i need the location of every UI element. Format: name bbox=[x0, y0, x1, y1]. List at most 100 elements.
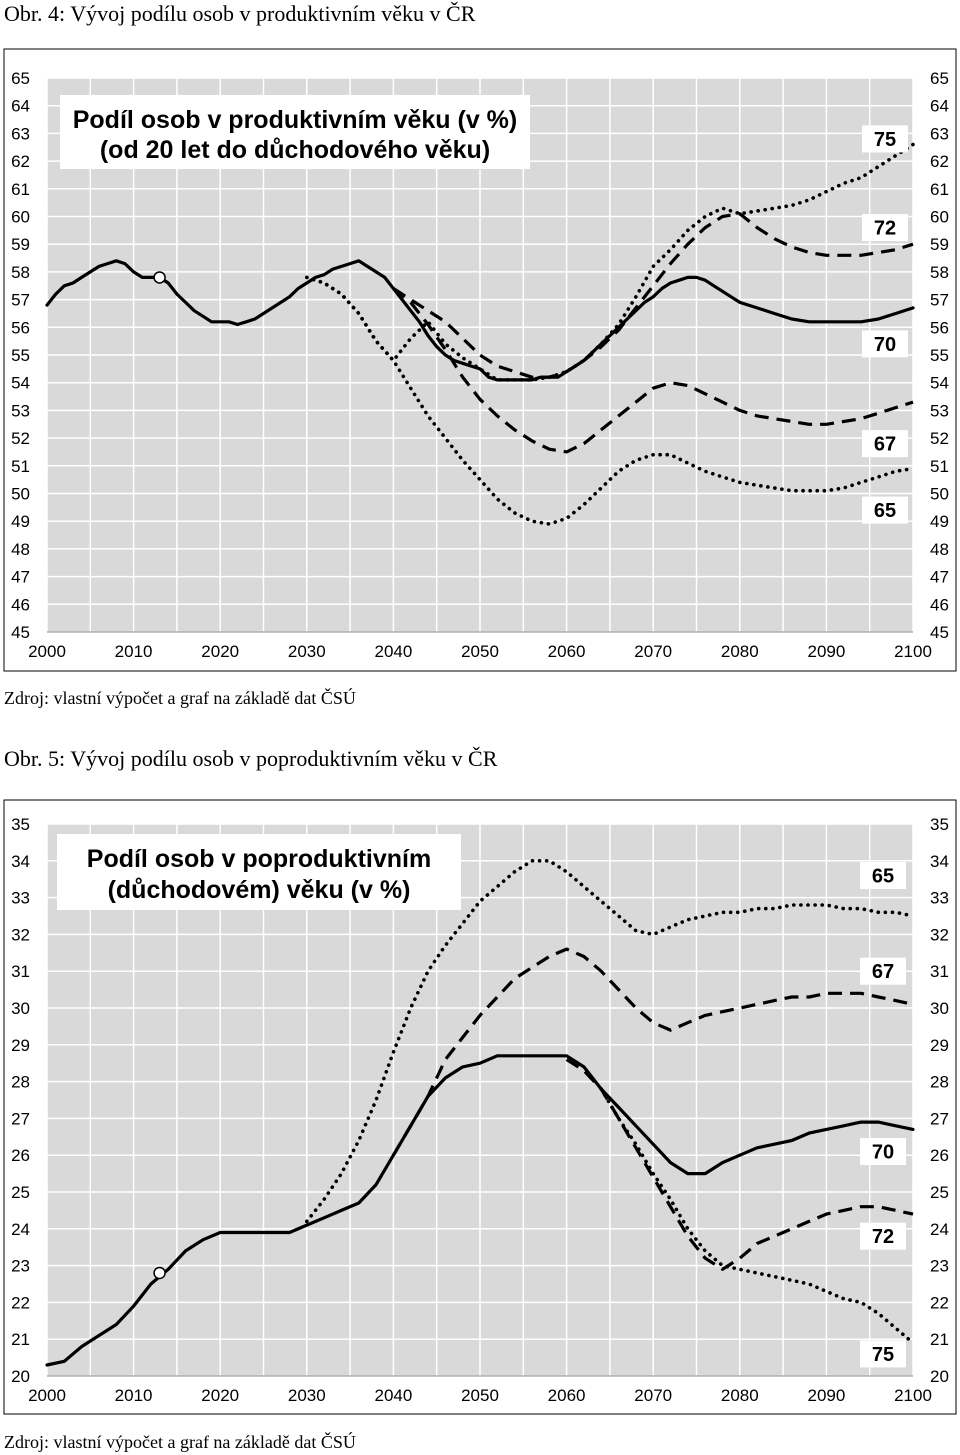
series-label-box bbox=[860, 1138, 906, 1166]
y-tick-label-right: 55 bbox=[930, 346, 949, 365]
y-tick-label-right: 64 bbox=[930, 97, 949, 116]
series-line-70 bbox=[45, 259, 915, 382]
y-tick-label-right: 63 bbox=[930, 124, 949, 143]
y-tick-label-left: 62 bbox=[11, 152, 30, 171]
chart-title-box bbox=[57, 834, 461, 910]
y-tick-label-left: 23 bbox=[11, 1257, 30, 1276]
y-tick-label-right: 28 bbox=[930, 1073, 949, 1092]
x-tick-label: 2030 bbox=[288, 642, 326, 661]
y-tick-label-left: 28 bbox=[11, 1073, 30, 1092]
y-tick-label-right: 47 bbox=[930, 568, 949, 587]
x-tick-label: 2000 bbox=[28, 642, 66, 661]
y-tick-label-left: 21 bbox=[11, 1330, 30, 1349]
y-tick-label-right: 27 bbox=[930, 1109, 949, 1128]
y-tick-label-left: 31 bbox=[11, 962, 30, 981]
y-tick-label-left: 45 bbox=[11, 623, 30, 642]
y-tick-label-left: 61 bbox=[11, 180, 30, 199]
y-tick-label-right: 52 bbox=[930, 429, 949, 448]
x-tick-label: 2080 bbox=[721, 1386, 759, 1405]
series-label-box bbox=[860, 957, 906, 985]
y-tick-label-left: 55 bbox=[11, 346, 30, 365]
y-tick-label-right: 26 bbox=[930, 1146, 949, 1165]
x-tick-label: 2060 bbox=[548, 1386, 586, 1405]
x-tick-label: 2100 bbox=[894, 1386, 932, 1405]
current-year-marker bbox=[153, 271, 166, 284]
y-tick-label-right: 32 bbox=[930, 925, 949, 944]
y-tick-label-right: 46 bbox=[930, 595, 949, 614]
figure5-heading: Obr. 5: Vývoj podílu osob v poproduktivn… bbox=[4, 746, 498, 771]
y-tick-label-left: 34 bbox=[11, 852, 30, 871]
x-tick-label: 2040 bbox=[374, 1386, 412, 1405]
y-tick-label-left: 53 bbox=[11, 401, 30, 420]
y-tick-label-right: 49 bbox=[930, 512, 949, 531]
x-tick-label: 2000 bbox=[28, 1386, 66, 1405]
x-tick-label: 2050 bbox=[461, 642, 499, 661]
series-line-65 bbox=[304, 275, 915, 526]
series-label-box bbox=[860, 1222, 906, 1250]
y-tick-label-left: 60 bbox=[11, 208, 30, 227]
y-tick-label-left: 27 bbox=[11, 1109, 30, 1128]
chart-title-box bbox=[60, 95, 530, 169]
chart-title-line: Podíl osob v poproduktivním bbox=[87, 845, 431, 873]
y-tick-label-left: 30 bbox=[11, 999, 30, 1018]
y-tick-label-right: 59 bbox=[930, 235, 949, 254]
y-tick-label-right: 20 bbox=[930, 1367, 949, 1386]
series-label-72: 72 bbox=[872, 1226, 894, 1248]
y-tick-label-right: 29 bbox=[930, 1036, 949, 1055]
y-tick-label-left: 26 bbox=[11, 1146, 30, 1165]
y-tick-label-right: 53 bbox=[930, 401, 949, 420]
series-label-box bbox=[862, 125, 908, 153]
y-tick-label-right: 58 bbox=[930, 263, 949, 282]
series-line-70 bbox=[45, 1054, 915, 1367]
y-tick-label-right: 48 bbox=[930, 540, 949, 559]
figure4-heading: Obr. 4: Vývoj podílu osob v produktivním… bbox=[4, 1, 476, 26]
x-tick-label: 2010 bbox=[115, 1386, 153, 1405]
series-label-72: 72 bbox=[874, 218, 896, 240]
y-tick-label-right: 54 bbox=[930, 374, 949, 393]
series-line-75 bbox=[599, 1087, 915, 1345]
y-tick-label-left: 54 bbox=[11, 374, 30, 393]
series-line-67 bbox=[392, 287, 914, 454]
y-tick-label-right: 25 bbox=[930, 1183, 949, 1202]
y-tick-label-left: 56 bbox=[11, 318, 30, 337]
y-tick-label-right: 57 bbox=[930, 291, 949, 310]
x-tick-label: 2020 bbox=[201, 642, 239, 661]
y-tick-label-left: 52 bbox=[11, 429, 30, 448]
y-tick-label-left: 58 bbox=[11, 263, 30, 282]
series-label-box bbox=[860, 862, 906, 890]
x-tick-label: 2010 bbox=[115, 642, 153, 661]
y-tick-label-left: 50 bbox=[11, 485, 30, 504]
series-label-67: 67 bbox=[872, 961, 894, 983]
series-label-box bbox=[862, 214, 908, 242]
y-tick-label-right: 24 bbox=[930, 1220, 949, 1239]
series-label-70: 70 bbox=[872, 1142, 894, 1164]
series-label-70: 70 bbox=[874, 334, 896, 356]
series-line-75 bbox=[304, 142, 915, 382]
y-tick-label-left: 59 bbox=[11, 235, 30, 254]
current-year-marker bbox=[153, 1266, 166, 1280]
chart-title-line: (od 20 let do důchodového věku) bbox=[100, 136, 490, 164]
y-tick-label-right: 65 bbox=[930, 69, 949, 88]
gridlines bbox=[46, 823, 914, 1377]
series-line-72 bbox=[565, 1058, 914, 1271]
y-tick-label-left: 35 bbox=[11, 815, 30, 834]
y-tick-label-right: 34 bbox=[930, 852, 949, 871]
series-label-75: 75 bbox=[874, 129, 896, 151]
y-tick-label-left: 32 bbox=[11, 925, 30, 944]
y-tick-label-left: 20 bbox=[11, 1367, 30, 1386]
y-tick-label-right: 56 bbox=[930, 318, 949, 337]
y-tick-label-left: 64 bbox=[11, 97, 30, 116]
y-tick-label-left: 48 bbox=[11, 540, 30, 559]
figure4-source: Zdroj: vlastní výpočet a graf na základě… bbox=[4, 688, 356, 708]
y-tick-label-right: 21 bbox=[930, 1330, 949, 1349]
y-tick-label-left: 29 bbox=[11, 1036, 30, 1055]
y-tick-label-left: 65 bbox=[11, 69, 30, 88]
series-label-75: 75 bbox=[872, 1344, 894, 1366]
x-tick-label: 2070 bbox=[634, 642, 672, 661]
y-tick-label-right: 62 bbox=[930, 152, 949, 171]
figure5-source: Zdroj: vlastní výpočet a graf na základě… bbox=[4, 1432, 356, 1452]
y-tick-label-right: 33 bbox=[930, 889, 949, 908]
x-tick-label: 2060 bbox=[548, 642, 586, 661]
series-label-box bbox=[862, 430, 908, 458]
